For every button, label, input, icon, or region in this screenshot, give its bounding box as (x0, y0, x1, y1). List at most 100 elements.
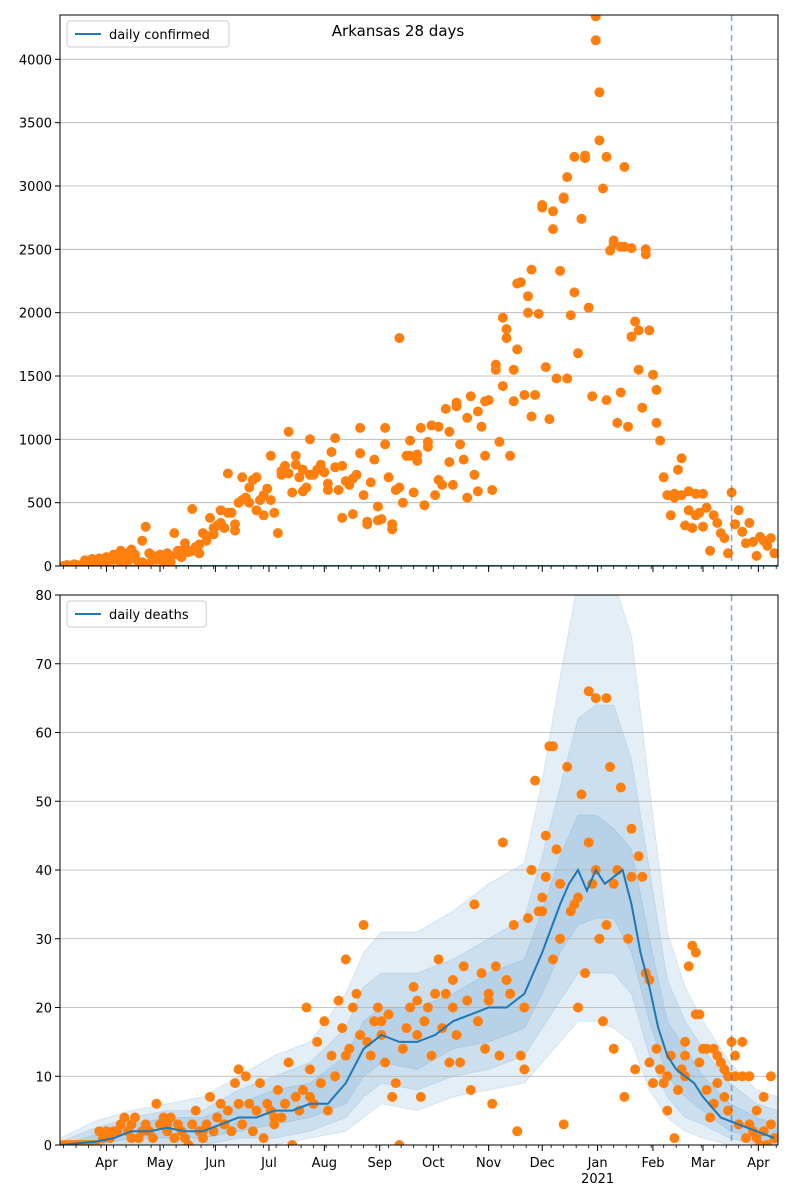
ytick-label-20: 20 (35, 1002, 52, 1017)
legend-box (66, 600, 207, 628)
point-118 (480, 450, 491, 461)
point-91 (383, 472, 394, 483)
ytick-label-2500: 2500 (19, 243, 52, 258)
point-248 (208, 523, 219, 533)
point-225 (387, 524, 398, 535)
point-93 (390, 1078, 401, 1089)
point-237 (758, 1091, 769, 1102)
point-99 (412, 995, 423, 1006)
point-112 (458, 454, 469, 465)
ytick-label-60: 60 (35, 727, 52, 742)
point-193 (748, 536, 758, 547)
point-108 (444, 1057, 455, 1068)
point-188 (730, 519, 741, 530)
point-159 (626, 823, 637, 834)
point-181 (705, 545, 716, 556)
point-266 (80, 559, 90, 566)
point-65 (290, 450, 301, 461)
point-230 (347, 473, 358, 484)
ytick-label-1000: 1000 (19, 433, 52, 448)
deaths-points (60, 686, 778, 1145)
xtick-label-2: Jun (204, 1156, 225, 1171)
point-116 (472, 486, 483, 497)
point-252 (180, 543, 190, 554)
point-205 (305, 1091, 315, 1102)
confirmed-points (60, 15, 778, 566)
xtick-label-9: Jan (587, 1156, 608, 1171)
point-242 (251, 472, 262, 483)
point-218 (451, 397, 462, 408)
point-149 (590, 693, 601, 704)
point-224 (548, 741, 558, 752)
point-121 (490, 961, 501, 972)
point-91 (383, 1009, 394, 1020)
point-36 (187, 504, 198, 514)
point-107 (440, 403, 451, 414)
point-95 (397, 497, 408, 508)
point-132 (530, 390, 541, 400)
point-102 (422, 1002, 433, 1013)
point-81 (347, 1002, 358, 1013)
point-109 (447, 975, 458, 985)
point-203 (601, 151, 612, 162)
point-276 (683, 486, 694, 497)
point-83 (355, 1030, 366, 1040)
point-135 (540, 830, 551, 841)
point-158 (623, 933, 633, 944)
point-236 (297, 486, 308, 497)
point-61 (276, 1112, 287, 1123)
point-162 (637, 402, 648, 413)
ytick-label-3500: 3500 (19, 117, 52, 132)
point-278 (698, 488, 708, 499)
point-156 (615, 782, 626, 793)
point-234 (737, 1036, 748, 1047)
point-239 (276, 469, 287, 480)
point-216 (608, 878, 619, 889)
point-267 (590, 15, 601, 22)
point-60 (272, 528, 283, 539)
point-94 (394, 1140, 405, 1145)
point-229 (701, 1043, 712, 1054)
point-208 (526, 264, 537, 275)
point-126 (508, 920, 519, 930)
ytick-label-80: 80 (35, 589, 52, 604)
point-175 (683, 505, 694, 516)
point-210 (483, 988, 494, 999)
point-52 (244, 1098, 255, 1109)
point-86 (365, 477, 376, 488)
point-101 (419, 1016, 430, 1027)
point-212 (501, 333, 512, 343)
point-125 (505, 450, 516, 461)
point-180 (701, 502, 712, 513)
point-227 (372, 515, 383, 526)
point-209 (447, 1002, 458, 1013)
point-182 (708, 510, 719, 521)
point-96 (401, 1023, 412, 1034)
point-100 (415, 422, 426, 433)
point-125 (505, 988, 516, 999)
point-202 (594, 87, 605, 98)
point-128 (515, 1050, 526, 1061)
point-275 (676, 453, 687, 464)
point-223 (405, 450, 416, 461)
point-90 (380, 422, 391, 433)
point-221 (583, 686, 594, 697)
point-118 (480, 1043, 491, 1054)
point-56 (258, 1133, 269, 1144)
point-237 (290, 459, 301, 470)
point-232 (330, 462, 341, 473)
point-78 (337, 1023, 348, 1034)
point-145 (576, 789, 587, 800)
point-186 (723, 1105, 733, 1116)
point-103 (426, 1050, 437, 1061)
point-200 (126, 1133, 137, 1144)
point-143 (569, 287, 580, 298)
point-216 (472, 406, 483, 417)
point-87 (369, 454, 380, 465)
xtick-label-8: Dec (530, 1156, 555, 1171)
point-130 (523, 913, 533, 924)
point-258 (137, 557, 148, 566)
point-201 (162, 1119, 173, 1130)
ytick-label-3000: 3000 (19, 180, 52, 195)
point-226 (380, 439, 391, 450)
